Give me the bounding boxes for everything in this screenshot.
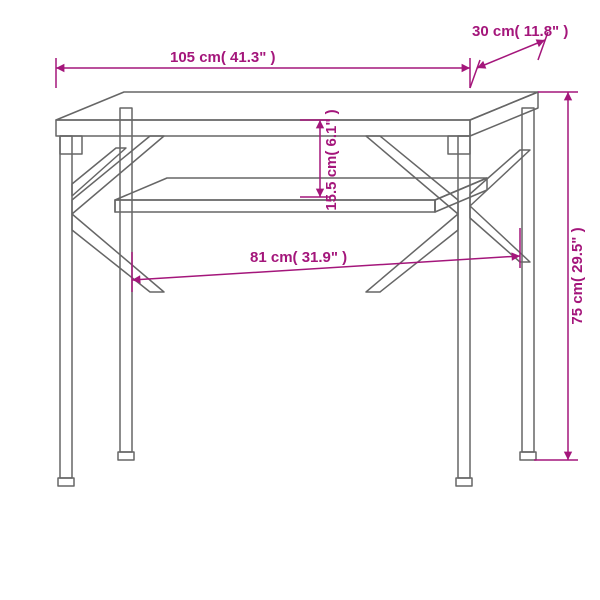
dim-shelf-width-label: 81 cm( 31.9" )	[250, 249, 347, 266]
foot-back-left	[118, 452, 134, 460]
brace-side-right-down	[470, 206, 530, 262]
dim-height-label: 75 cm( 29.5" )	[569, 227, 586, 324]
tabletop-front-edge	[56, 120, 470, 136]
table-outline	[56, 92, 538, 486]
table-dimension-diagram: 105 cm( 41.3" ) 30 cm( 11.8" ) 75 cm( 29…	[0, 0, 600, 600]
dim-depth: 30 cm( 11.8" )	[470, 23, 568, 88]
shelf-front-edge	[115, 200, 435, 212]
shelf-right-edge	[435, 178, 487, 212]
dim-width-label: 105 cm( 41.3" )	[170, 49, 276, 66]
foot-front-left	[58, 478, 74, 486]
back-right-leg	[522, 108, 534, 452]
tabletop-top	[56, 92, 538, 120]
brace-front-right-down	[366, 214, 458, 292]
dim-width: 105 cm( 41.3" )	[56, 49, 470, 88]
dimension-annotations: 105 cm( 41.3" ) 30 cm( 11.8" ) 75 cm( 29…	[56, 23, 586, 460]
dim-height: 75 cm( 29.5" )	[534, 92, 586, 460]
brace-front-left-down	[72, 214, 164, 292]
apron-left-block	[60, 136, 82, 154]
dim-shelf-width: 81 cm( 31.9" )	[132, 228, 520, 292]
dim-shelf-drop: 15.5 cm( 6.1" )	[300, 109, 340, 210]
apron-right-block	[448, 136, 470, 154]
brace-front-right-up	[366, 136, 458, 214]
tabletop-right-edge	[470, 92, 538, 136]
front-left-leg	[60, 136, 72, 478]
dim-shelf-drop-label: 15.5 cm( 6.1" )	[323, 109, 340, 210]
foot-front-right	[456, 478, 472, 486]
brace-side-left-up	[72, 148, 126, 196]
foot-back-right	[520, 452, 536, 460]
dim-depth-label: 30 cm( 11.8" )	[472, 23, 568, 40]
